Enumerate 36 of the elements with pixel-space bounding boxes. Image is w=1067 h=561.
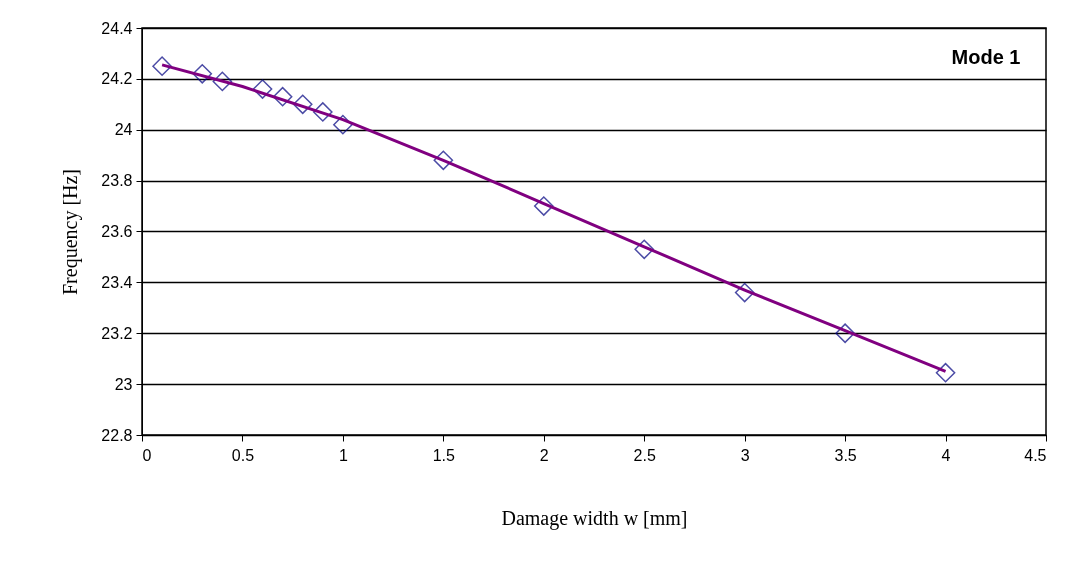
x-tick-label: 0 <box>142 446 152 464</box>
point <box>272 86 293 107</box>
point <box>734 282 755 303</box>
y-tick-label: 23.8 <box>101 172 133 190</box>
x-tick-label: 3.5 <box>834 446 857 464</box>
y-tick-label: 24.2 <box>101 70 133 88</box>
y-tick-label: 23.6 <box>101 223 133 240</box>
x-tick-label: 1.5 <box>432 446 456 464</box>
point <box>533 196 554 216</box>
point <box>634 239 655 260</box>
x-tick-label: 1 <box>338 446 348 464</box>
x-tick-label: 4 <box>941 446 951 464</box>
x-tick-label: 2.5 <box>633 446 656 464</box>
y-tick-label: 23 <box>114 375 133 393</box>
point <box>935 362 956 383</box>
x-tick-label: 0.5 <box>231 446 255 464</box>
x-tick-label: 3 <box>740 446 750 464</box>
x-tick-label: 4.5 <box>1024 446 1047 464</box>
point <box>192 63 213 84</box>
point <box>333 114 353 135</box>
x-tick-label: 2 <box>539 446 549 464</box>
y-axis-title: Frequency [Hz] <box>59 168 83 296</box>
point <box>292 94 313 115</box>
point <box>212 71 233 92</box>
point <box>433 150 454 171</box>
y-tick-label: 23.2 <box>101 324 133 342</box>
y-tick-label: 23.4 <box>101 273 133 291</box>
point <box>252 79 273 99</box>
point <box>152 56 172 76</box>
y-tick-label: 24 <box>114 121 133 139</box>
y-tick-label: 24.4 <box>101 19 133 37</box>
y-tick-label: 22.8 <box>101 426 133 444</box>
point <box>312 102 333 122</box>
x-axis-title: Damage width w [mm] <box>501 506 688 530</box>
annotation: Mode 1 <box>951 46 1021 68</box>
point <box>835 323 855 344</box>
